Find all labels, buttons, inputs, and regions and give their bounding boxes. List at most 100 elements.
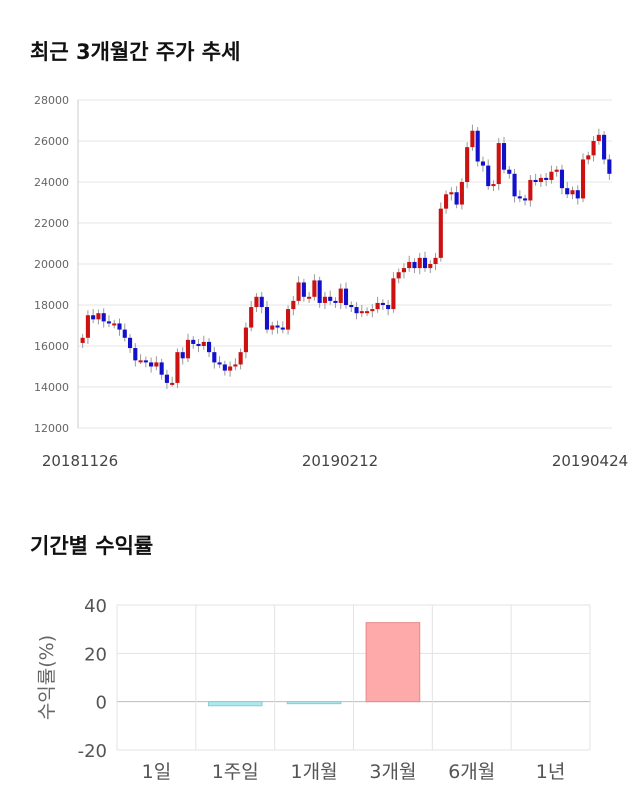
candle-body xyxy=(191,339,196,344)
candle-body xyxy=(170,382,175,385)
candle-body xyxy=(96,313,101,320)
candle-body xyxy=(380,302,385,305)
return-bar xyxy=(286,701,342,705)
candle-body xyxy=(254,296,259,308)
candle-body xyxy=(143,360,148,363)
candle-body xyxy=(538,177,543,182)
candle-body xyxy=(602,134,607,160)
candle-body xyxy=(349,305,354,308)
y-tick-label: 20000 xyxy=(34,258,69,271)
y-tick-label: 28000 xyxy=(34,94,69,107)
candle-body xyxy=(565,188,570,195)
candle-body xyxy=(391,278,396,310)
candle-body xyxy=(85,315,90,338)
candle-body xyxy=(138,360,143,363)
candle-body xyxy=(523,198,528,201)
stock-trend-title: 최근 3개월간 주가 추세 xyxy=(30,40,241,64)
return-bar xyxy=(207,701,263,707)
candle-body xyxy=(496,143,501,185)
y-axis-label: 수익률(%) xyxy=(36,635,58,720)
y-tick-label: 12000 xyxy=(34,422,69,435)
candle-body xyxy=(422,257,428,269)
candle-body xyxy=(528,179,533,201)
candle-body xyxy=(307,296,312,299)
candle-body xyxy=(117,323,122,330)
candle-body xyxy=(217,362,222,365)
candle-body xyxy=(354,307,359,314)
candle-body xyxy=(249,307,254,328)
x-tick-label: 3개월 xyxy=(369,761,416,783)
candle-body xyxy=(222,364,227,371)
y-tick-label: 22000 xyxy=(34,217,69,230)
x-tick-label: 1년 xyxy=(536,761,566,783)
candle-body xyxy=(575,190,580,199)
candle-body xyxy=(338,288,343,303)
candle-body xyxy=(517,196,522,199)
y-tick-label: 24000 xyxy=(34,176,69,189)
candle-body xyxy=(317,280,322,303)
candle-body xyxy=(512,173,517,197)
y-tick-label: 18000 xyxy=(34,299,69,312)
candle-body xyxy=(401,268,406,273)
candle-body xyxy=(228,366,233,371)
candle-body xyxy=(112,323,117,326)
candle-body xyxy=(91,315,96,320)
candle-body xyxy=(343,288,349,305)
candle-body xyxy=(470,130,475,148)
candle-body xyxy=(127,337,133,349)
candle-body xyxy=(201,341,206,346)
candle-body xyxy=(501,143,507,170)
candle-body xyxy=(101,313,106,322)
candle-body xyxy=(386,305,391,310)
candle-body xyxy=(280,327,285,330)
candle-body xyxy=(375,302,380,310)
x-tick-label: 6개월 xyxy=(448,761,495,783)
y-tick-label: 40 xyxy=(84,596,107,617)
candle-body xyxy=(212,352,217,363)
candle-body xyxy=(185,339,191,359)
candle-body xyxy=(438,208,443,258)
candle-body xyxy=(412,261,417,269)
candle-body xyxy=(580,159,586,199)
candle-body xyxy=(365,311,370,314)
candle-body xyxy=(591,141,596,156)
candle-body xyxy=(286,309,291,330)
candle-body xyxy=(312,280,317,297)
candle-body xyxy=(270,325,275,330)
x-tick-label: 20181126 xyxy=(42,452,118,470)
x-tick-label: 1일 xyxy=(142,761,172,783)
candle-body xyxy=(444,194,449,209)
candle-body xyxy=(586,155,591,160)
candle-body xyxy=(333,300,338,303)
candle-body xyxy=(275,325,280,328)
candle-body xyxy=(301,282,306,297)
x-tick-label: 20190424 xyxy=(552,452,628,470)
candle-body xyxy=(596,134,601,141)
candle-body xyxy=(554,169,559,172)
y-tick-label: 14000 xyxy=(34,381,69,394)
candle-body xyxy=(454,192,459,205)
candle-body xyxy=(206,341,212,353)
candle-body xyxy=(259,296,264,308)
candle-body xyxy=(196,343,201,346)
candle-body xyxy=(80,337,85,343)
candlestick-chart: 28000 26000 24000 22000 20000 18000 16000 14000… xyxy=(34,94,628,470)
candle-body xyxy=(549,171,554,180)
return-bar xyxy=(365,622,421,703)
candle-body xyxy=(296,282,301,301)
candle-body xyxy=(133,348,138,361)
candle-body xyxy=(396,272,401,279)
candle-body xyxy=(149,362,154,367)
return-bar-chart: 40 20 0 -20 1일 1주일 1개월 3개월 6개월 1년 수익률(%) xyxy=(36,596,591,783)
candle-body xyxy=(164,374,169,383)
candle-body xyxy=(428,264,433,269)
candle-body xyxy=(238,352,243,365)
candle-body xyxy=(264,307,270,330)
candle-body xyxy=(359,311,364,314)
candle-body xyxy=(491,184,496,187)
candle-body xyxy=(407,261,412,269)
y-tick-label: 16000 xyxy=(34,340,69,353)
candle-body xyxy=(459,182,464,205)
candle-body xyxy=(328,296,333,301)
y-tick-label: -20 xyxy=(78,741,107,762)
